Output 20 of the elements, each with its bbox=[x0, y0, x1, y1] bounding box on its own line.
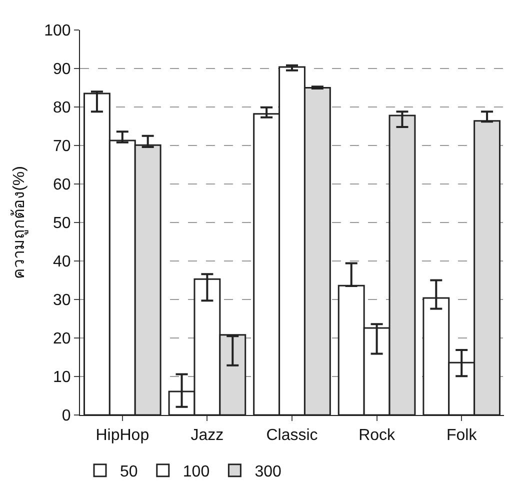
legend-label: 300 bbox=[254, 464, 282, 481]
y-tick-label: 80 bbox=[53, 100, 71, 117]
y-tick-label: 100 bbox=[44, 22, 71, 40]
y-tick-label: 70 bbox=[53, 138, 71, 156]
legend-label: 50 bbox=[120, 464, 138, 481]
y-axis-title: ความถูกต้อง(%) bbox=[10, 166, 29, 279]
x-tick-label: Folk bbox=[446, 427, 478, 444]
y-tick-label: 30 bbox=[53, 292, 71, 310]
y-tick-label: 50 bbox=[53, 215, 71, 232]
y-tick-label: 20 bbox=[53, 330, 71, 348]
y-tick-label: 90 bbox=[53, 61, 71, 78]
x-tick-label: Rock bbox=[358, 427, 396, 444]
y-tick-label: 10 bbox=[53, 369, 71, 386]
x-tick-label: Classic bbox=[266, 427, 318, 444]
x-tick-label: Jazz bbox=[190, 427, 224, 444]
y-tick-label: 0 bbox=[62, 408, 71, 425]
y-tick-label: 40 bbox=[53, 254, 71, 271]
legend-label: 100 bbox=[182, 464, 210, 481]
x-tick-label: HipHop bbox=[96, 427, 150, 444]
y-tick-label: 60 bbox=[53, 176, 71, 194]
